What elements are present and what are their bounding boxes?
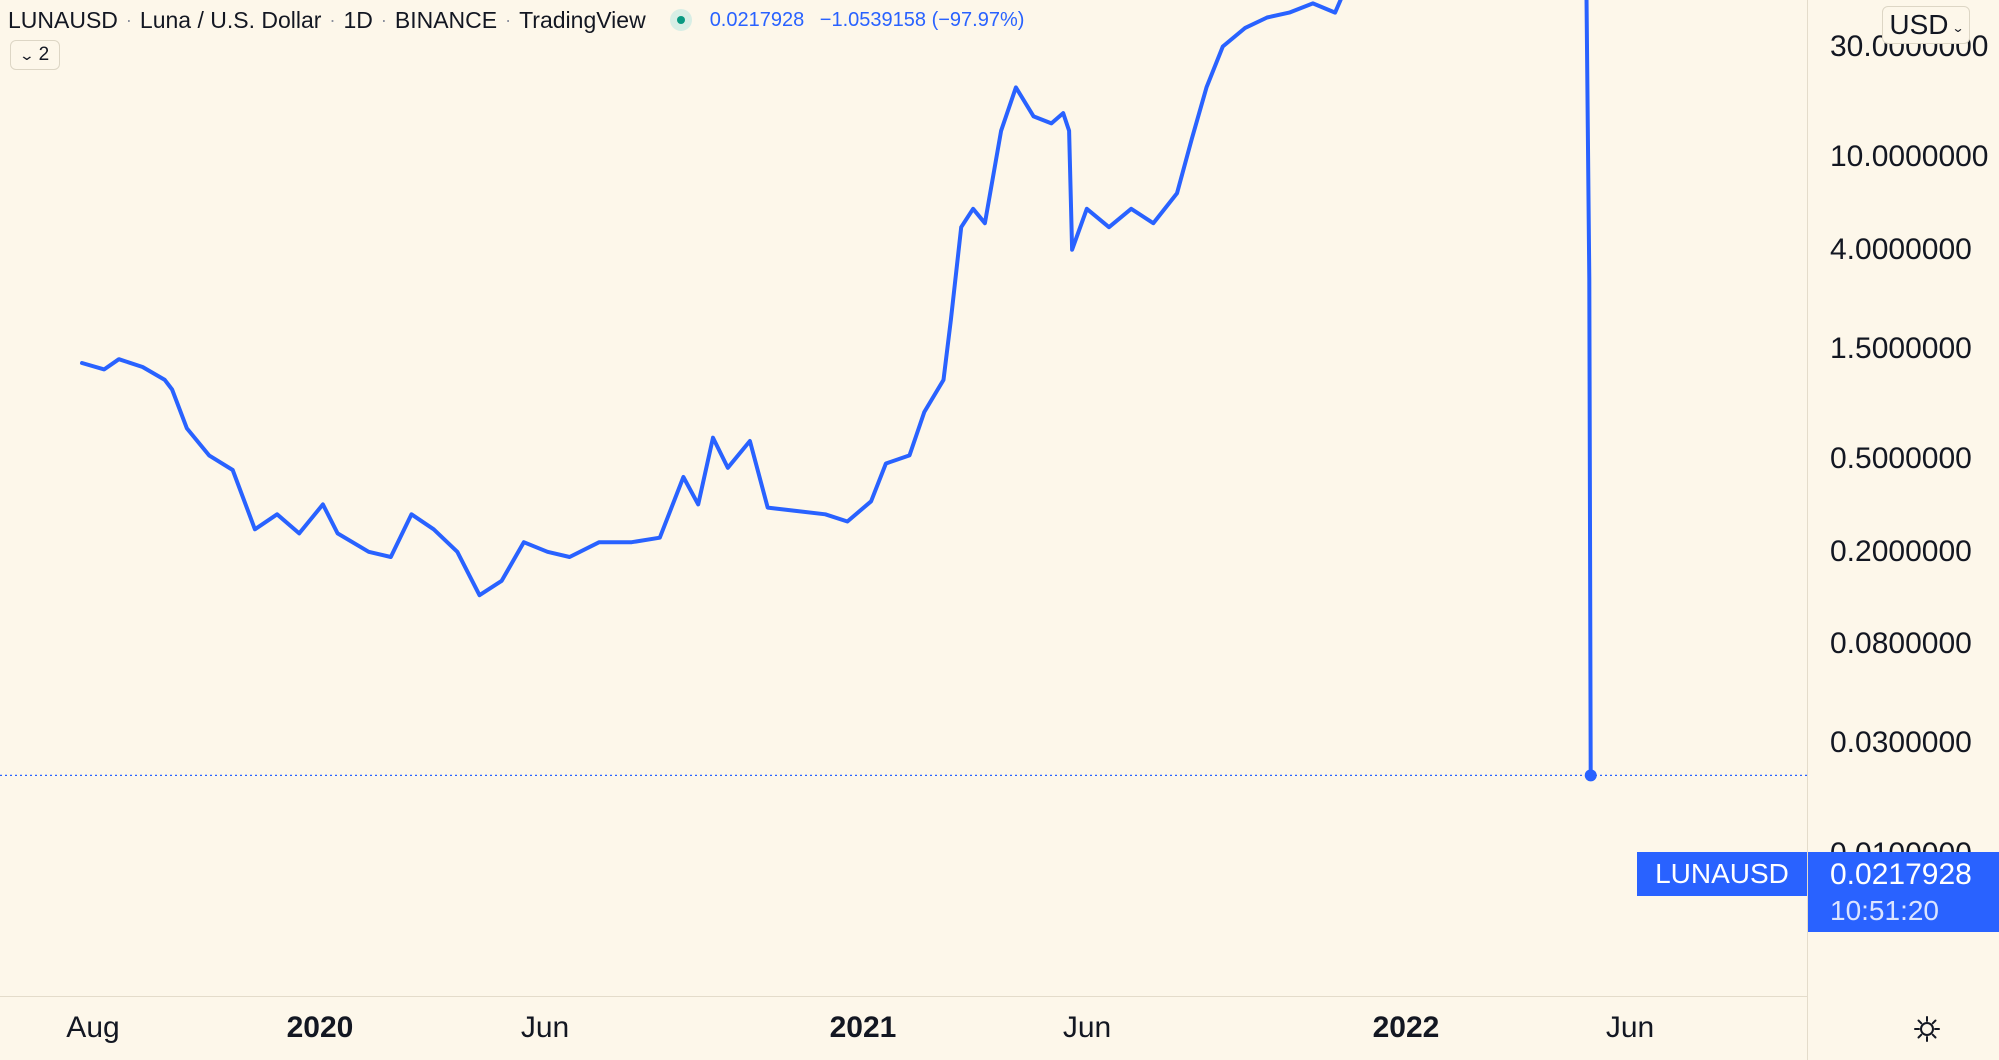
- time-axis-label: Jun: [520, 1011, 570, 1044]
- exchange-label: BINANCE: [394, 6, 498, 33]
- price-axis-label: 0.5000000: [1830, 442, 1972, 476]
- time-axis-label: 2020: [286, 1011, 354, 1044]
- indicators-collapse-button[interactable]: ⌄ 2: [10, 40, 60, 70]
- price-axis-label: 0.0800000: [1830, 627, 1972, 661]
- time-axis-separator: [0, 996, 1807, 997]
- last-price-tag: 0.0217928 10:51:20: [1808, 852, 1999, 932]
- time-axis-label: 2021: [829, 1011, 897, 1044]
- symbol-legend[interactable]: LUNAUSD · Luna / U.S. Dollar · 1D · BINA…: [8, 6, 1024, 34]
- separator: ·: [505, 9, 512, 30]
- time-axis-label: Jun: [1605, 1011, 1655, 1044]
- last-point-marker: [1584, 769, 1597, 782]
- gear-icon[interactable]: [1912, 1014, 1942, 1044]
- chevron-down-icon: ⌄: [18, 46, 35, 63]
- symbol-ticker[interactable]: LUNAUSD: [8, 6, 118, 33]
- indicator-count: 2: [38, 44, 50, 65]
- separator: ·: [125, 9, 132, 30]
- currency-button[interactable]: USD ⌄: [1882, 6, 1970, 44]
- series-name-tag: LUNAUSD: [1637, 852, 1807, 896]
- chevron-down-icon: ⌄: [1951, 21, 1965, 35]
- price-axis-label: 0.0300000: [1830, 726, 1972, 760]
- last-price-label: 0.0217928: [1830, 858, 1972, 891]
- bar-countdown-label: 10:51:20: [1830, 895, 1939, 926]
- separator: ·: [329, 9, 336, 30]
- price-change-value: −1.0539158 (−97.97%): [819, 8, 1025, 31]
- currency-label: USD: [1889, 9, 1949, 40]
- price-axis-separator: [1807, 0, 1808, 1060]
- price-axis-label: 4.0000000: [1830, 232, 1972, 266]
- time-axis-label: Jun: [1062, 1011, 1112, 1044]
- series-name-label: LUNAUSD: [1655, 858, 1789, 889]
- price-axis-label: 1.5000000: [1830, 331, 1972, 365]
- price-axis-label: 0.2000000: [1830, 534, 1972, 568]
- time-axis-label: 2022: [1372, 1011, 1440, 1044]
- time-axis-label: Aug: [66, 1011, 120, 1044]
- price-series-line[interactable]: [80, 0, 1593, 778]
- interval-label[interactable]: 1D: [343, 6, 373, 33]
- source-label: TradingView: [519, 6, 646, 33]
- symbol-description: Luna / U.S. Dollar: [139, 6, 322, 33]
- quote-values: 0.0217928 −1.0539158 (−97.97%): [710, 9, 1025, 32]
- separator: ·: [380, 9, 387, 30]
- price-axis-label: 10.0000000: [1830, 140, 1989, 174]
- last-price-value: 0.0217928: [709, 8, 805, 31]
- market-status-icon[interactable]: [669, 9, 692, 31]
